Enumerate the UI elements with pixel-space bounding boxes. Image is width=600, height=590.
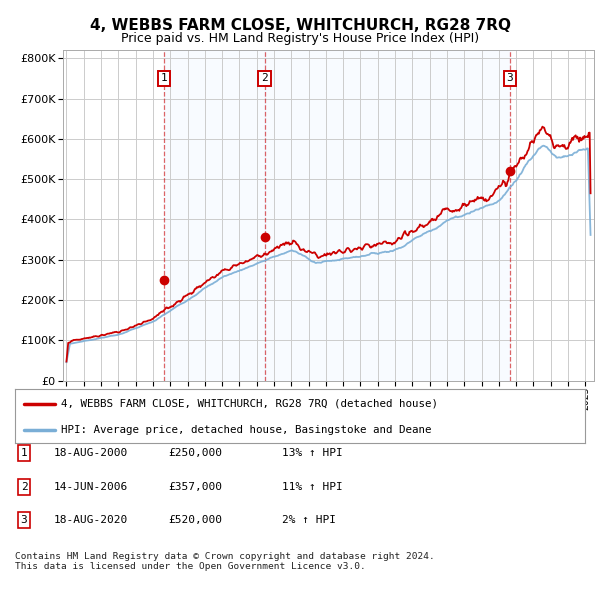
Text: 1: 1: [160, 73, 167, 83]
Text: 18-AUG-2020: 18-AUG-2020: [54, 516, 128, 525]
Bar: [265, 50, 510, 381]
Text: 3: 3: [20, 516, 28, 525]
Text: 18-AUG-2000: 18-AUG-2000: [54, 448, 128, 458]
Text: 2% ↑ HPI: 2% ↑ HPI: [282, 516, 336, 525]
Text: 2: 2: [261, 73, 268, 83]
Text: Contains HM Land Registry data © Crown copyright and database right 2024.
This d: Contains HM Land Registry data © Crown c…: [15, 552, 435, 571]
Text: £357,000: £357,000: [168, 482, 222, 491]
Text: HPI: Average price, detached house, Basingstoke and Deane: HPI: Average price, detached house, Basi…: [61, 425, 431, 435]
Text: £520,000: £520,000: [168, 516, 222, 525]
Text: 4, WEBBS FARM CLOSE, WHITCHURCH, RG28 7RQ: 4, WEBBS FARM CLOSE, WHITCHURCH, RG28 7R…: [89, 18, 511, 32]
Text: 3: 3: [506, 73, 513, 83]
Text: 13% ↑ HPI: 13% ↑ HPI: [282, 448, 343, 458]
Bar: [164, 50, 265, 381]
Text: 11% ↑ HPI: 11% ↑ HPI: [282, 482, 343, 491]
Text: 2: 2: [20, 482, 28, 491]
Text: Price paid vs. HM Land Registry's House Price Index (HPI): Price paid vs. HM Land Registry's House …: [121, 32, 479, 45]
Text: 1: 1: [20, 448, 28, 458]
Text: £250,000: £250,000: [168, 448, 222, 458]
Text: 4, WEBBS FARM CLOSE, WHITCHURCH, RG28 7RQ (detached house): 4, WEBBS FARM CLOSE, WHITCHURCH, RG28 7R…: [61, 399, 437, 409]
Text: 14-JUN-2006: 14-JUN-2006: [54, 482, 128, 491]
